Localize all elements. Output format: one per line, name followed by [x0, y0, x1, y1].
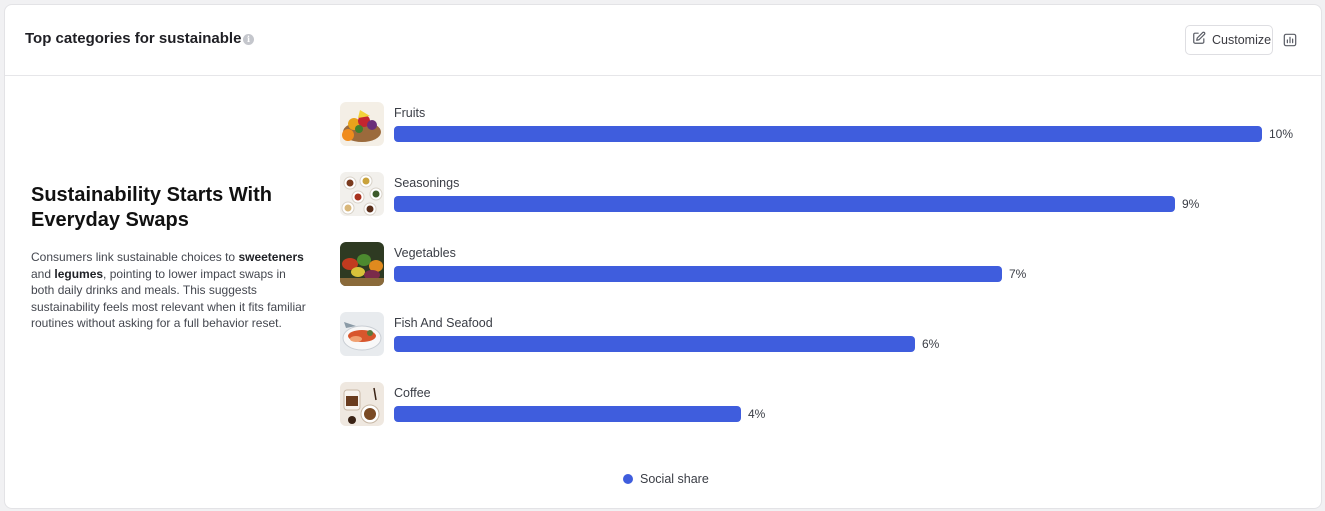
bar-track — [394, 266, 1002, 282]
legend-swatch — [623, 474, 633, 484]
category-label: Seasonings — [394, 176, 460, 190]
chart-legend: Social share — [623, 472, 709, 486]
bar[interactable] — [394, 266, 1002, 282]
insight-text: Consumers link sustainable choices to — [31, 250, 239, 264]
insight-heading: Sustainability Starts With Everyday Swap… — [31, 184, 272, 231]
insight-highlight: legumes — [54, 266, 104, 281]
fish-seafood-image — [340, 312, 384, 356]
insight-body: Consumers link sustainable choices to sw… — [31, 249, 306, 332]
insight-highlight: sweeteners — [238, 250, 304, 264]
coffee-image — [340, 382, 384, 426]
customize-label: Customize — [1212, 33, 1272, 47]
insight-text: and — [31, 266, 55, 281]
vegetables-image — [340, 242, 384, 286]
category-label: Coffee — [394, 386, 431, 400]
bar-value-label: 6% — [922, 337, 940, 351]
bar[interactable] — [394, 196, 1175, 212]
bar-track — [394, 196, 1175, 212]
bar-value-label: 7% — [1009, 267, 1027, 281]
card-header: Top categories for sustainable i Customi… — [5, 5, 1321, 76]
top-categories-card: Top categories for sustainable i Customi… — [4, 4, 1322, 509]
category-label: Fruits — [394, 106, 426, 120]
seasonings-image — [340, 172, 384, 216]
insight-panel: Sustainability Starts With Everyday Swap… — [31, 183, 306, 332]
bar-value-label: 10% — [1269, 127, 1294, 141]
fruits-image — [340, 102, 384, 146]
insight-text: , pointing to lower impact swaps in both… — [31, 266, 306, 331]
bar-row[interactable]: Coffee 4% — [340, 382, 1300, 426]
legend-label: Social share — [640, 472, 709, 486]
bar-value-label: 4% — [748, 407, 766, 421]
bar[interactable] — [394, 406, 741, 422]
bar[interactable] — [394, 336, 915, 352]
bar-row[interactable]: Fruits 10% — [340, 102, 1300, 146]
category-label: Vegetables — [394, 246, 456, 260]
category-label: Fish And Seafood — [394, 316, 493, 330]
bar-track — [394, 336, 915, 352]
bar-chart-icon[interactable] — [1281, 31, 1299, 49]
bar-track — [394, 126, 1262, 142]
customize-button[interactable]: Customize — [1185, 25, 1273, 55]
bar-value-label: 9% — [1182, 197, 1200, 211]
edit-icon — [1192, 31, 1206, 50]
bar-track — [394, 406, 741, 422]
bar-row[interactable]: Vegetables 7% — [340, 242, 1300, 286]
bar[interactable] — [394, 126, 1262, 142]
card-title: Top categories for sustainable — [25, 30, 242, 47]
bar-row[interactable]: Seasonings 9% — [340, 172, 1300, 216]
bar-row[interactable]: Fish And Seafood 6% — [340, 312, 1300, 356]
info-icon[interactable]: i — [243, 34, 254, 45]
